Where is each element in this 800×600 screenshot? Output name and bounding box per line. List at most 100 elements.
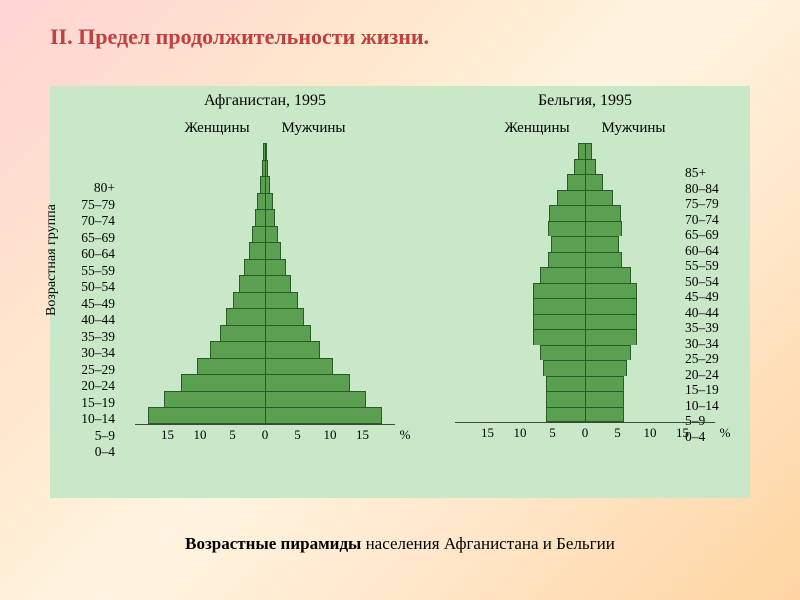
bar-men — [587, 236, 620, 252]
x-ticks-afghanistan: 15105051015% — [135, 425, 395, 447]
bar-women — [548, 221, 587, 237]
bar-women — [533, 329, 585, 345]
bar-women — [197, 358, 265, 375]
x-tick: 5 — [549, 425, 556, 441]
bar-men — [265, 226, 278, 243]
bar-women — [533, 314, 585, 330]
x-tick: 15 — [481, 425, 494, 441]
bar-women — [574, 159, 590, 175]
age-label: 45–49 — [65, 296, 115, 313]
caption-rest: населения Афганистана и Бельгии — [361, 534, 615, 553]
x-tick: 0 — [262, 427, 269, 443]
age-label: 20–24 — [65, 378, 115, 395]
bar-men — [265, 391, 366, 408]
bar-women — [226, 308, 265, 325]
age-label: 30–34 — [65, 345, 115, 362]
bar-women — [220, 325, 266, 342]
bar-men — [265, 308, 304, 325]
bar-men — [585, 391, 624, 407]
x-tick: 10 — [194, 427, 207, 443]
bar-men — [585, 407, 624, 423]
age-label: 80+ — [65, 180, 115, 197]
bar-women — [164, 391, 265, 408]
bar-women — [578, 143, 590, 159]
bar-men — [590, 190, 613, 206]
bar-women — [543, 360, 585, 376]
bar-men — [588, 205, 621, 221]
gender-women: Женщины — [185, 120, 250, 137]
x-tick: 10 — [514, 425, 527, 441]
age-label: 65–69 — [65, 230, 115, 247]
bar-women — [540, 267, 586, 283]
gender-row-afghanistan: Женщины Мужчины — [120, 120, 410, 137]
x-ticks-belgium: 15105051015% — [455, 423, 715, 445]
bar-men — [265, 259, 286, 276]
age-label: 75–79 — [65, 197, 115, 214]
x-unit: % — [720, 425, 731, 441]
bar-women — [255, 209, 265, 226]
x-tick: 5 — [294, 427, 301, 443]
bar-women — [540, 345, 586, 361]
bar-men — [587, 252, 623, 268]
bar-women — [239, 275, 265, 292]
bar-women — [533, 283, 585, 299]
bar-women — [549, 205, 588, 221]
bar-men — [590, 159, 597, 175]
bar-women — [546, 391, 585, 407]
heading: II. Предел продолжительности жизни. — [50, 24, 429, 50]
bar-men — [589, 143, 592, 159]
bars-afghanistan — [135, 143, 395, 425]
bar-men — [265, 242, 281, 259]
bar-men — [585, 283, 637, 299]
bar-women — [548, 252, 587, 268]
x-tick: 15 — [356, 427, 369, 443]
bar-women — [546, 407, 585, 423]
title-afghanistan: Афганистан, 1995 — [120, 86, 410, 110]
age-label: 70–74 — [65, 213, 115, 230]
age-label: 0–4 — [65, 444, 115, 461]
x-unit: % — [400, 427, 411, 443]
bar-men — [265, 325, 311, 342]
caption-bold: Возрастные пирамиды — [185, 534, 361, 553]
age-label: 5–9 — [65, 428, 115, 445]
bar-women — [244, 259, 265, 276]
age-label: 50–54 — [65, 279, 115, 296]
pyramid-afghanistan: Афганистан, 1995 Женщины Мужчины 1510505… — [120, 86, 410, 447]
bar-women — [533, 298, 585, 314]
bar-men — [585, 360, 627, 376]
chart-panel: Возрастная группа 80+75–7970–7465–6960–6… — [50, 86, 750, 498]
bar-men — [590, 174, 603, 190]
age-label: 25–29 — [65, 362, 115, 379]
bar-women — [551, 236, 587, 252]
age-label: 10–14 — [65, 411, 115, 428]
bar-men — [265, 292, 298, 309]
center-axis — [265, 143, 266, 424]
age-label: 35–39 — [65, 329, 115, 346]
bar-women — [546, 376, 585, 392]
gender-row-belgium: Женщины Мужчины — [440, 120, 730, 137]
bar-men — [265, 341, 320, 358]
bar-men — [265, 358, 333, 375]
x-tick: 10 — [644, 425, 657, 441]
bar-men — [585, 376, 624, 392]
x-tick: 0 — [582, 425, 589, 441]
age-label: 15–19 — [65, 395, 115, 412]
bars-belgium — [455, 143, 715, 423]
bar-women — [567, 174, 590, 190]
x-tick: 10 — [324, 427, 337, 443]
age-label: 55–59 — [65, 263, 115, 280]
age-labels-afghanistan: 80+75–7970–7465–6960–6455–5950–5445–4940… — [65, 180, 115, 461]
x-tick: 15 — [161, 427, 174, 443]
center-axis — [585, 143, 586, 422]
bar-men — [587, 221, 623, 237]
bar-men — [585, 314, 637, 330]
bar-men — [585, 298, 637, 314]
gender-men: Мужчины — [282, 120, 346, 137]
bar-men — [265, 275, 291, 292]
age-label: 60–64 — [65, 246, 115, 263]
bar-women — [210, 341, 265, 358]
bar-men — [585, 329, 637, 345]
bar-women — [249, 242, 265, 259]
bar-men — [585, 345, 631, 361]
pyramid-belgium: Бельгия, 1995 Женщины Мужчины 1510505101… — [440, 86, 730, 445]
